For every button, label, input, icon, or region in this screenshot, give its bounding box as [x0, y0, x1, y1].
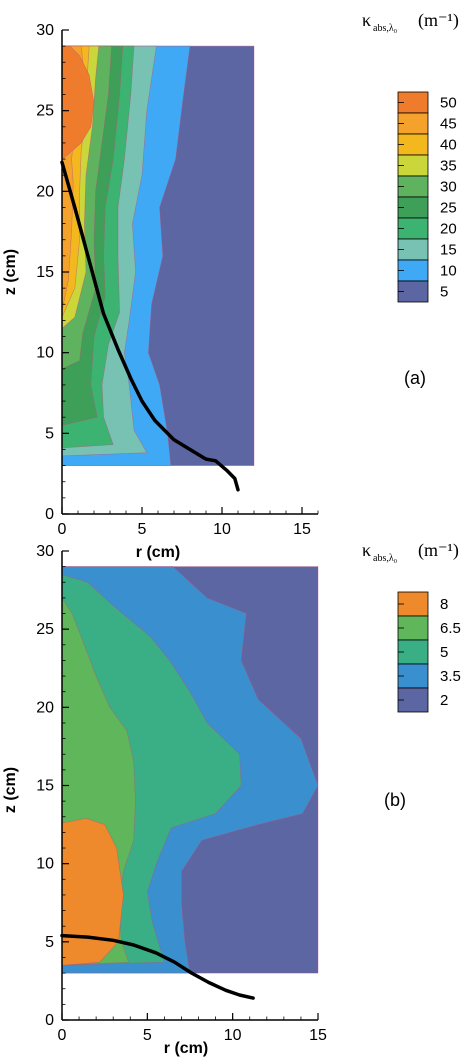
legend-a-swatches: 50 45 40 35 30 25 20 15 10 5: [397, 91, 457, 303]
x-tick-label: 5: [143, 1027, 152, 1044]
legend-title-unit-a: (m⁻¹): [418, 10, 459, 31]
y-tick-label: 0: [45, 506, 54, 523]
legend-label: 30: [440, 179, 457, 196]
panel-label-a: (a): [404, 368, 426, 388]
y-tick-label: 10: [36, 856, 54, 873]
legend-title-subscript-a: abs,λ₀: [373, 23, 398, 34]
x-tick-label: 0: [58, 521, 67, 538]
x-tick-label: 15: [293, 521, 311, 538]
legend-label: 6.5: [440, 620, 461, 637]
x-tick-label: 0: [58, 1027, 67, 1044]
y-tick-label: 30: [36, 543, 54, 560]
y-tick-label: 10: [36, 345, 54, 362]
contour-plot-a: [60, 45, 255, 492]
x-tick-label: 5: [138, 521, 147, 538]
legend-label: 5: [440, 284, 448, 301]
x-axis-label-b: r (cm): [164, 1040, 208, 1057]
legend-label: 25: [440, 200, 457, 217]
legend-label: 15: [440, 242, 457, 259]
legend-label: 10: [440, 263, 457, 280]
legend-title-unit-b: (m⁻¹): [418, 540, 459, 561]
legend-label: 35: [440, 158, 457, 175]
y-tick-label: 15: [36, 264, 54, 281]
y-tick-label: 5: [45, 934, 54, 951]
y-tick-label: 20: [36, 699, 54, 716]
x-tick-label: 15: [309, 1027, 327, 1044]
contour-band-50: [61, 45, 95, 160]
x-tick-label: 10: [224, 1027, 242, 1044]
y-axis-label-b: z (cm): [2, 767, 19, 813]
trace-line: [60, 160, 240, 492]
legend-label: 45: [440, 116, 457, 133]
axes-a: 0 5 10 15 0 5 10 15 20 25 30: [36, 22, 319, 538]
y-axis-label-a: z (cm): [2, 249, 19, 295]
trace-line: [60, 933, 255, 1000]
panel-a: 0 5 10 15 0 5 10 15 20 25 30 r (cm) z (cm) κ abs,λ…: [2, 10, 459, 561]
legend-a: κ abs,λ₀ (m⁻¹) 50 45 40 35 30 25 20 15 10 5: [362, 10, 459, 303]
y-tick-label: 5: [45, 425, 54, 442]
y-tick-label: 25: [36, 621, 54, 638]
x-axis-label-a: r (cm): [136, 544, 180, 561]
contour-plot-b: [60, 566, 319, 1000]
legend-label: 50: [440, 95, 457, 112]
legend-title-symbol-b: κ: [362, 540, 371, 560]
legend-title-subscript-b: abs,λ₀: [373, 553, 398, 564]
y-tick-label: 20: [36, 183, 54, 200]
panel-label-b: (b): [384, 790, 406, 810]
contour-band-8: [61, 817, 124, 966]
legend-b: κ abs,λ₀ (m⁻¹) 8 6.5 5 3.5 2: [362, 540, 461, 713]
legend-b-swatches: 8 6.5 5 3.5 2: [397, 591, 461, 713]
x-tick-label: 10: [213, 521, 231, 538]
y-tick-label: 25: [36, 103, 54, 120]
legend-label: 8: [440, 596, 448, 613]
y-tick-label: 0: [45, 1012, 54, 1029]
legend-label: 2: [440, 692, 448, 709]
legend-label: 40: [440, 137, 457, 154]
legend-title-symbol-a: κ: [362, 10, 371, 30]
legend-label: 5: [440, 644, 448, 661]
legend-label: 20: [440, 221, 457, 238]
axes-b: 0 5 10 15 0 5 10 15 20 25 30: [36, 543, 327, 1044]
y-tick-label: 15: [36, 778, 54, 795]
legend-label: 3.5: [440, 668, 461, 685]
y-tick-label: 30: [36, 22, 54, 39]
